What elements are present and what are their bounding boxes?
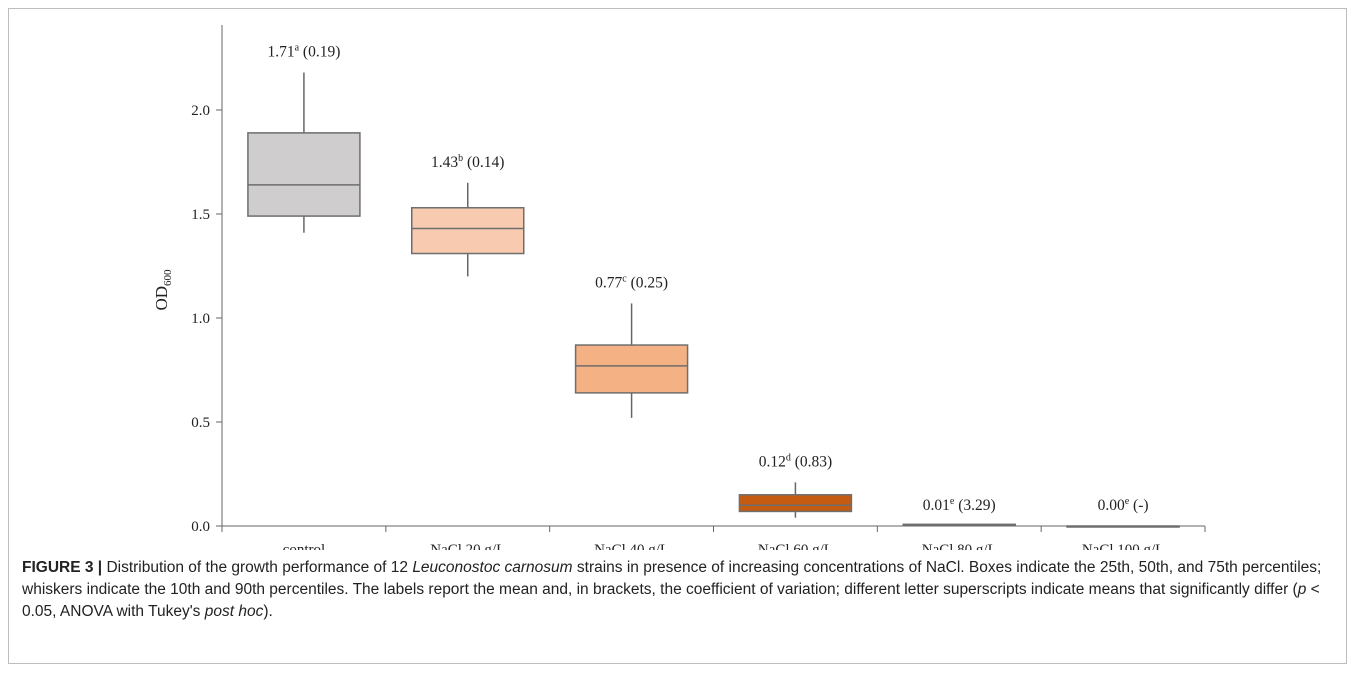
box-body-5	[1066, 525, 1180, 528]
caption-text-4: ).	[263, 603, 273, 620]
y-tick-label-1: 0.5	[191, 415, 210, 431]
caption-text-1: Distribution of the growth performance o…	[102, 559, 413, 576]
figure-frame	[8, 8, 1347, 664]
box-series	[247, 72, 1180, 528]
caption-text-2: strains in presence of increasing concen…	[22, 559, 1322, 598]
y-tick-label-0: 0.0	[191, 519, 210, 535]
caption-posthoc: post hoc	[204, 603, 264, 620]
box-3	[738, 482, 853, 518]
box-body-2	[574, 344, 689, 394]
box-2	[574, 303, 689, 418]
caption-text-3: < 0.05, ANOVA with Tukey's	[22, 581, 1320, 620]
axes: 0.0 0.5 1.0 1.5 2.0 control NaCl 20 g/L NaCl 40…	[191, 25, 1206, 550]
figure-caption: FIGURE 3 | Distribution of the growth pe…	[22, 559, 1322, 620]
figure-label: FIGURE 3	[22, 559, 94, 576]
box-1	[411, 182, 525, 277]
data-label-1: 1.43b (0.14)	[431, 153, 504, 171]
y-tick-label-4: 2.0	[191, 103, 210, 119]
data-label-4: 0.01e (3.29)	[923, 496, 996, 514]
x-tick-label-4: NaCl 80 g/L	[922, 542, 997, 550]
box-body-3	[738, 494, 853, 513]
y-axis-label: OD600	[152, 269, 174, 311]
box-0	[247, 72, 361, 233]
box-body-1	[411, 207, 525, 255]
data-label-0: 1.71a (0.19)	[267, 43, 340, 61]
x-tick-label-2: NaCl 40 g/L	[594, 542, 669, 550]
y-tick-label-3: 1.5	[191, 207, 210, 223]
box-body-0	[247, 132, 361, 217]
data-labels: 1.71a (0.19) 1.43b (0.14) 0.77c (0.25) 0.12…	[267, 43, 1148, 514]
box-plot-chart: 0.0 0.5 1.0 1.5 2.0 control NaCl 20 g/L NaCl 40…	[152, 25, 1206, 550]
x-tick-label-1: NaCl 20 g/L	[430, 542, 505, 550]
x-tick-label-3: NaCl 60 g/L	[758, 542, 833, 550]
caption-p: p	[1297, 581, 1307, 598]
data-label-3: 0.12d (0.83)	[759, 452, 832, 470]
data-label-2: 0.77c (0.25)	[595, 273, 668, 291]
x-tick-label-0: control	[283, 542, 326, 550]
y-tick-label-2: 1.0	[191, 311, 210, 327]
box-4	[902, 523, 1016, 527]
box-5	[1066, 525, 1180, 528]
x-tick-label-5: NaCl 100 g/L	[1082, 542, 1165, 550]
caption-species: Leuconostoc carnosum	[412, 559, 573, 576]
data-label-5: 0.00e (-)	[1098, 496, 1149, 514]
